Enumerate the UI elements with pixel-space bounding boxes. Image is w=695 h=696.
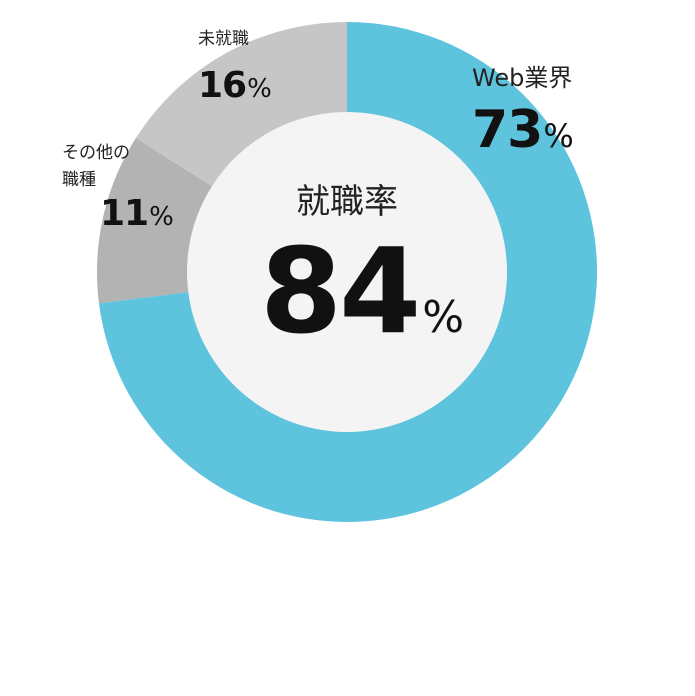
center-value-number: 84: [260, 222, 421, 360]
slice-label-other-line1: その他の: [62, 143, 130, 163]
slice-value-web-unit: %: [543, 117, 573, 155]
slice-value-other-unit: %: [149, 202, 174, 232]
slice-value-other-number: 11: [100, 193, 149, 234]
slice-value-unemployed: 16%: [198, 65, 272, 106]
center-value: 84%: [260, 232, 464, 350]
slice-value-unemployed-number: 16: [198, 65, 247, 106]
slice-label-web: Web業界: [472, 64, 573, 92]
slice-value-web-number: 73: [472, 100, 543, 160]
slice-value-unemployed-unit: %: [247, 74, 272, 104]
slice-label-unemployed: 未就職: [198, 29, 249, 49]
slice-value-web: 73%: [472, 104, 574, 156]
donut-center-disc: [187, 112, 507, 432]
center-value-unit: %: [422, 292, 465, 343]
slice-label-other-line2: 職種: [62, 170, 96, 190]
slice-value-other: 11%: [100, 193, 174, 234]
center-title: 就職率: [296, 182, 398, 222]
